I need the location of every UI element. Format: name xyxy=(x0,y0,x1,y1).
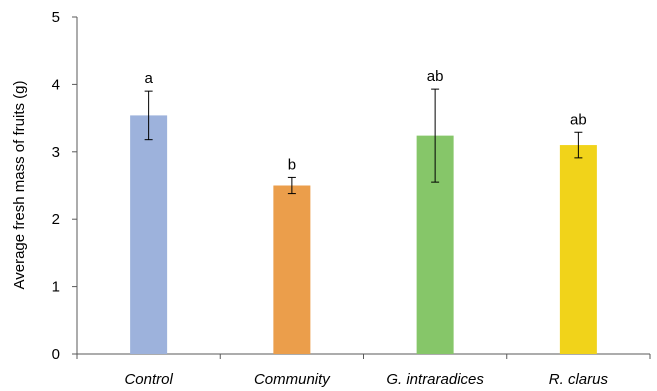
y-tick-label: 3 xyxy=(52,144,60,161)
bar xyxy=(273,185,311,354)
bar xyxy=(559,145,597,354)
x-tick-label: R. clarus xyxy=(549,371,609,388)
y-tick-label: 2 xyxy=(52,211,60,228)
y-tick-label: 4 xyxy=(52,76,60,93)
y-axis-label: Average fresh mass of fruits (g) xyxy=(11,81,28,290)
x-tick-label: Control xyxy=(124,371,173,388)
significance-label: ab xyxy=(570,111,587,128)
significance-label: a xyxy=(144,70,153,87)
y-tick-label: 5 xyxy=(52,9,60,26)
x-tick-label: G. intraradices xyxy=(386,371,484,388)
y-tick-label: 0 xyxy=(52,346,60,363)
x-tick-label: Community xyxy=(254,371,331,388)
significance-label: b xyxy=(288,156,296,173)
y-tick-label: 1 xyxy=(52,279,60,296)
significance-label: ab xyxy=(427,68,444,85)
bar xyxy=(130,115,168,355)
